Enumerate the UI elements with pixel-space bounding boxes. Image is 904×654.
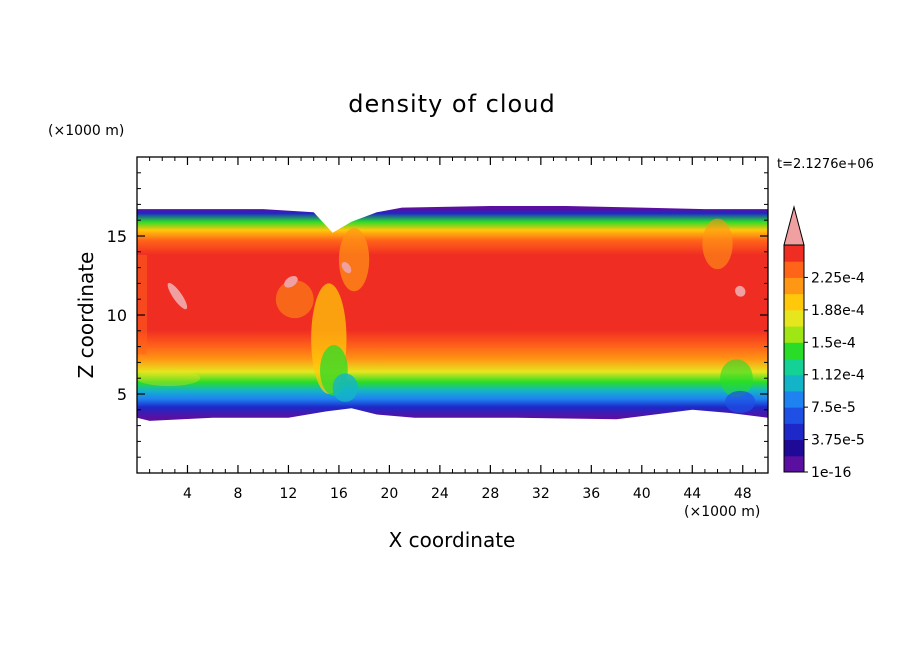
colorbar-label: 1.5e-4: [811, 335, 856, 351]
x-tick-label: 20: [380, 486, 398, 502]
colorbar-level: [784, 261, 804, 278]
colorbar-level: [784, 309, 804, 327]
x-tick-label: 48: [734, 486, 752, 502]
colorbar-overflow-triangle: [783, 205, 805, 246]
cloud-edge-strip: [137, 254, 148, 355]
x-axis-unit: (×1000 m): [684, 504, 760, 520]
chart-title: density of cloud: [348, 90, 555, 118]
x-tick-label: 4: [183, 486, 192, 502]
cloud-max-patch: [341, 261, 352, 274]
cloud-field: [137, 206, 768, 421]
cloud-structure-blob: [338, 228, 370, 292]
colorbar-level: [784, 455, 804, 473]
x-tick-label: 44: [683, 486, 701, 502]
time-label: t=2.1276e+06: [777, 157, 874, 172]
y-axis-unit: (×1000 m): [48, 123, 124, 139]
x-tick-label: 12: [280, 486, 298, 502]
cloud-max-patch: [167, 282, 188, 310]
cloud-structure-overlays: [137, 218, 756, 413]
cloud-layer: [137, 206, 768, 421]
colorbar-level: [784, 407, 804, 424]
cloud-structure-blob: [725, 390, 756, 413]
colorbar-label: 1.12e-4: [811, 368, 865, 384]
y-tick-label: 5: [117, 385, 127, 404]
colorbar-level: [784, 293, 804, 311]
colorbar-label: 1.88e-4: [811, 303, 865, 319]
x-tick-label: 16: [330, 486, 348, 502]
x-tick-label: 28: [481, 486, 499, 502]
y-tick-label: 10: [107, 306, 127, 325]
cloud-max-patch: [735, 285, 746, 297]
colorbar-level: [784, 245, 804, 262]
colorbar-frame: [783, 244, 805, 473]
cloud-structure-blob: [720, 359, 753, 398]
x-tick-label: 36: [582, 486, 600, 502]
colorbar-level: [784, 423, 804, 441]
colorbar-level: [784, 358, 804, 376]
y-tick-label: 15: [107, 227, 127, 246]
colorbar-level: [784, 342, 804, 359]
cloud-structure-blob: [332, 373, 358, 402]
x-tick-label: 32: [532, 486, 550, 502]
x-tick-label: 24: [431, 486, 449, 502]
colorbar-level: [784, 374, 804, 392]
x-axis-ticks: 4 8 12 16 20 24 28 32 36 40 44 48: [149, 157, 756, 502]
x-tick-label: 8: [233, 486, 242, 502]
y-axis-label: Z coordinate: [74, 252, 98, 379]
colorbar-level: [784, 326, 804, 343]
colorbar: 1e-16 3.75e-5 7.5e-5 1.12e-4 1.5e-4 1.88e-4 2.…: [783, 205, 865, 481]
cloud-structure-blob: [275, 280, 314, 319]
x-axis-label: X coordinate: [389, 528, 516, 552]
colorbar-label: 1e-16: [811, 465, 851, 481]
colorbar-level: [784, 277, 804, 295]
cloud-structure-blob: [702, 218, 733, 270]
cloud-max-patch: [284, 275, 298, 288]
y-axis-ticks: 5 10 15: [107, 172, 768, 458]
colorbar-level: [784, 439, 804, 457]
colorbar-level: [784, 390, 804, 408]
colorbar-label: 2.25e-4: [811, 270, 865, 286]
colorbar-label: 3.75e-5: [811, 433, 865, 449]
cloud-structure-blob: [137, 370, 201, 387]
colorbar-label: 7.5e-5: [811, 400, 856, 416]
x-tick-label: 40: [633, 486, 651, 502]
